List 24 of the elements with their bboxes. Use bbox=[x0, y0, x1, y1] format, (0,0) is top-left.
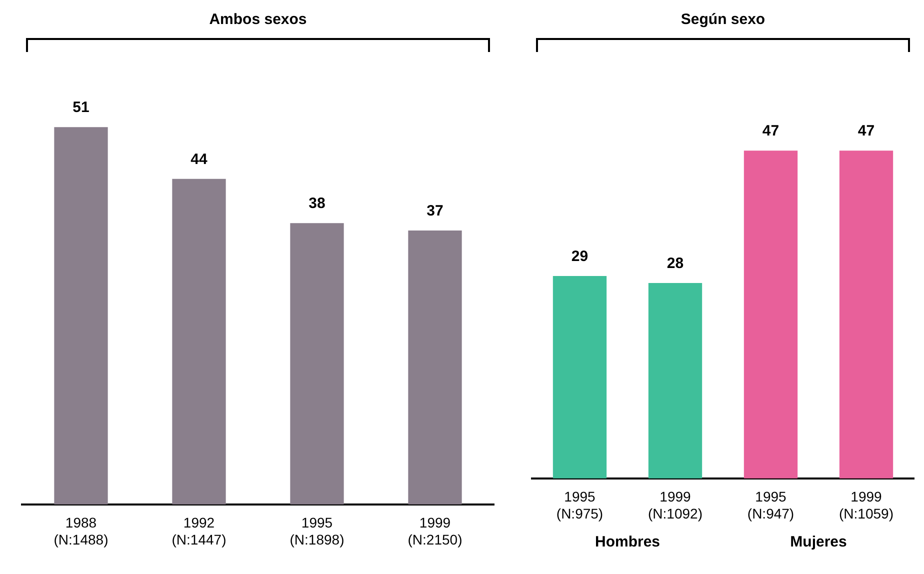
data-label: 37 bbox=[426, 202, 444, 220]
x-tick-label: 1995 (N:975) bbox=[556, 488, 604, 522]
bar bbox=[54, 127, 108, 504]
x-tick-label: 1999 (N:1092) bbox=[648, 488, 702, 522]
bar bbox=[408, 230, 462, 504]
data-label: 38 bbox=[308, 195, 326, 212]
x-tick-label: 1999 (N:1059) bbox=[839, 488, 894, 522]
text: Mujeres bbox=[790, 534, 847, 551]
data-label: 29 bbox=[571, 248, 588, 265]
x-tick-label: 1999 (N:2150) bbox=[408, 514, 462, 548]
x-tick-label: 1995 (N:1898) bbox=[290, 514, 344, 548]
data-label: 28 bbox=[666, 254, 684, 272]
data-label: 47 bbox=[762, 122, 780, 140]
chart-title: Ambos sexos bbox=[208, 10, 308, 30]
data-label: 44 bbox=[190, 150, 208, 168]
x-tick-label: 1992 (N:1447) bbox=[172, 514, 226, 548]
x-tick-label: 1988 (N:1488) bbox=[54, 514, 108, 548]
text: Hombres bbox=[594, 534, 660, 551]
bar bbox=[290, 223, 344, 504]
x-tick-label: 1995 (N:947) bbox=[747, 488, 794, 522]
data-label: 47 bbox=[858, 122, 875, 140]
data-label: 51 bbox=[72, 99, 90, 116]
bar bbox=[172, 178, 226, 504]
chart-title: Según sexo bbox=[680, 10, 766, 30]
